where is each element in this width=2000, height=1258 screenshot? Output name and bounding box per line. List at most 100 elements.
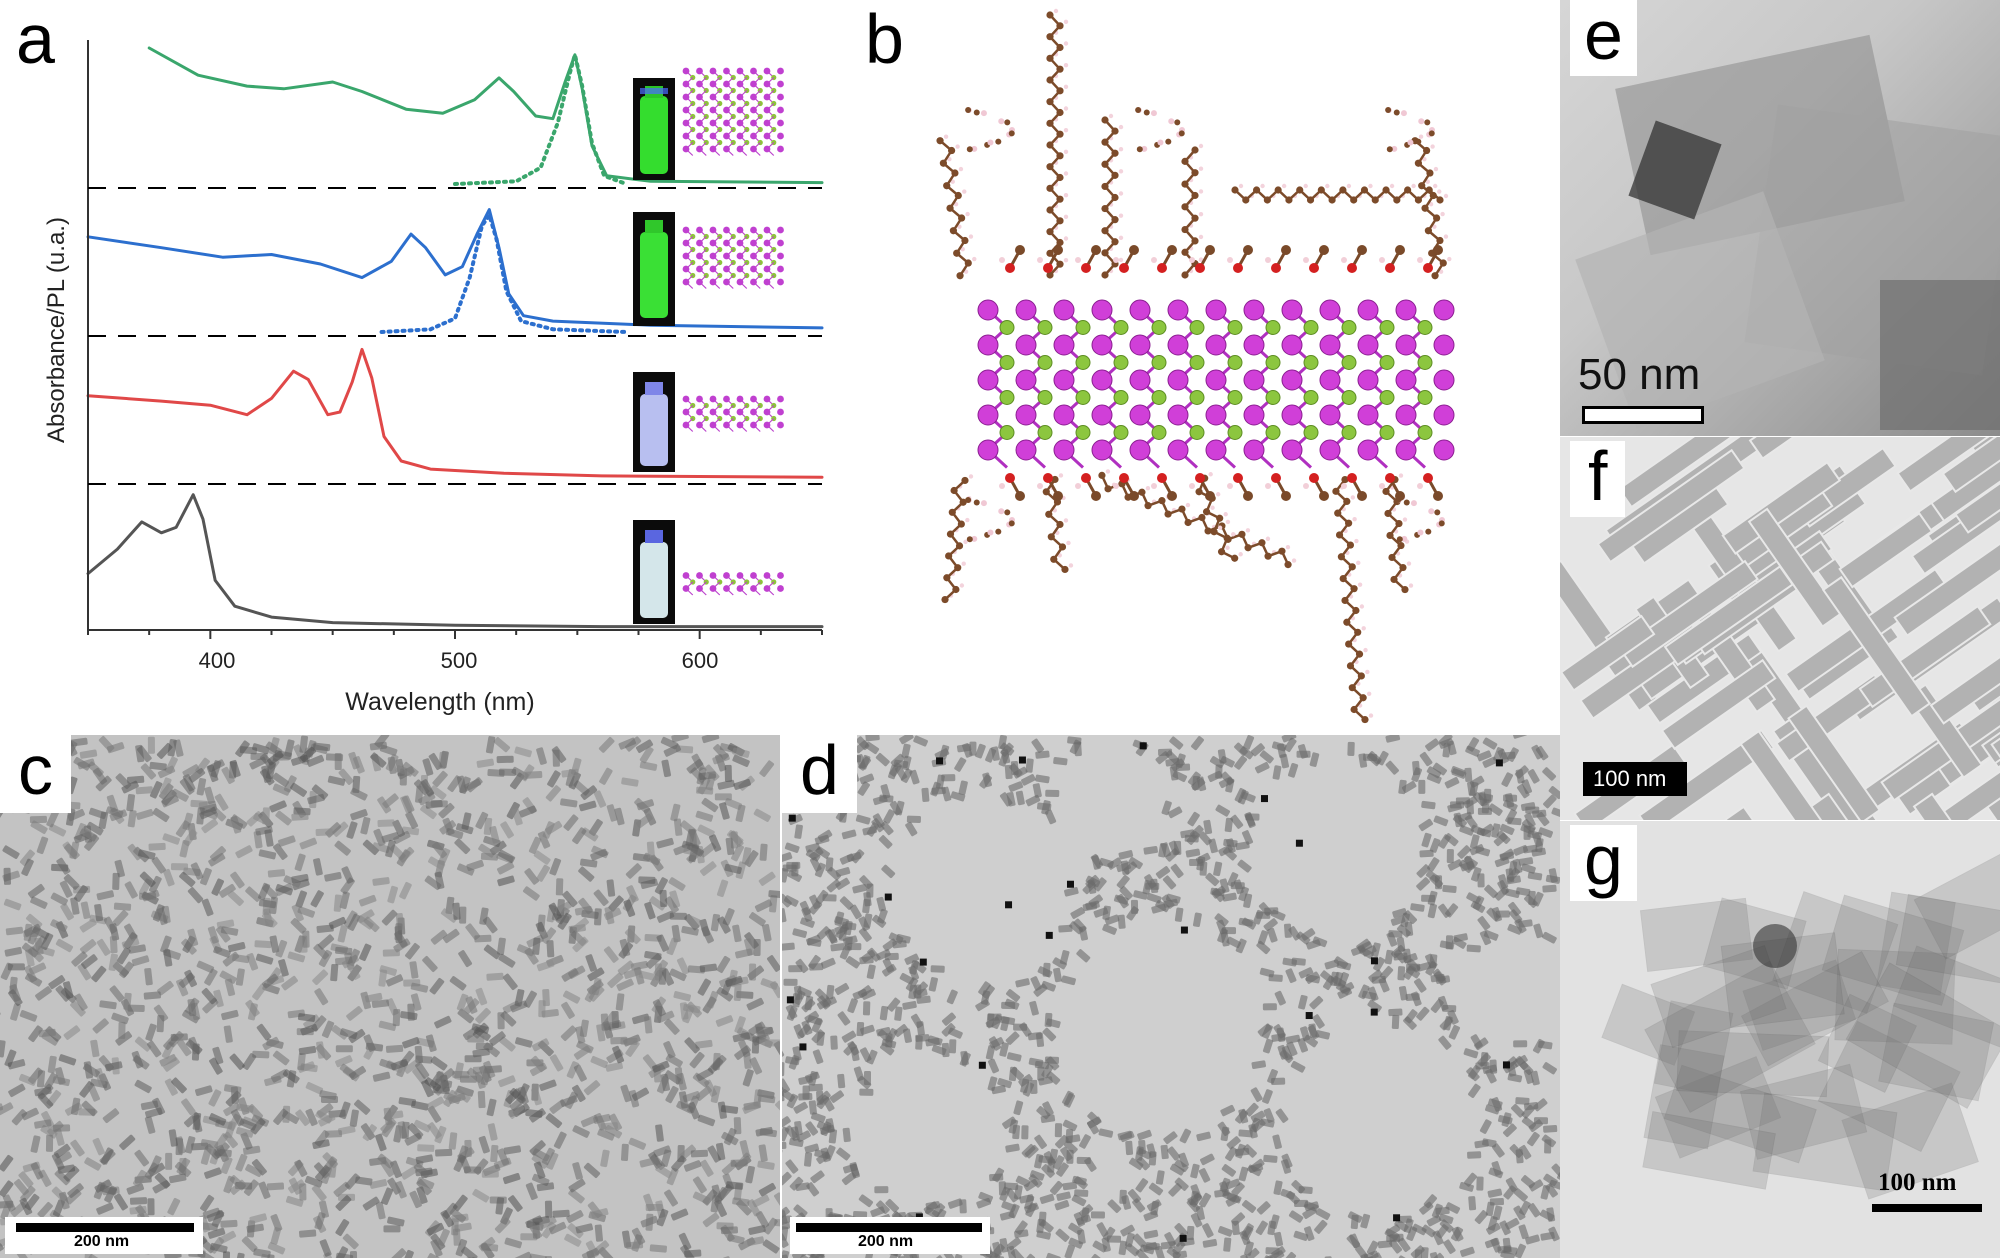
nanoplatelet	[452, 1194, 468, 1212]
nanoplatelet	[1029, 1000, 1039, 1016]
nanoplatelet	[1451, 1226, 1464, 1242]
nanoplatelet	[1254, 761, 1270, 774]
nanoplatelet	[1143, 845, 1158, 855]
sheet	[1742, 959, 1857, 1051]
nanoplatelet	[1191, 736, 1204, 751]
nanoplatelet	[349, 1065, 367, 1080]
nanoplatelet	[1225, 1178, 1241, 1190]
nanoplatelet	[405, 942, 420, 960]
nanoplatelet	[808, 900, 823, 915]
nanoplatelet	[695, 1039, 713, 1049]
nanoplatelet	[716, 987, 734, 1002]
lattice-inset-1	[682, 67, 784, 156]
nanoplatelet	[841, 829, 857, 840]
nanoplatelet	[425, 1034, 437, 1052]
nanoplatelet	[1125, 1232, 1135, 1248]
nanoplatelet	[223, 1102, 241, 1117]
nanoplatelet	[600, 1149, 610, 1168]
nanoplatelet	[375, 1201, 386, 1220]
nanoplatelet	[975, 743, 986, 759]
nanoplatelet	[87, 1253, 105, 1258]
nanoplatelet	[220, 926, 239, 936]
nanoplatelet	[631, 1087, 650, 1101]
nanoplatelet	[1190, 1163, 1200, 1179]
nanoplatelet	[536, 959, 555, 972]
dark-particle	[915, 1213, 923, 1221]
nanoplatelet	[498, 1075, 516, 1088]
nanoplatelet	[438, 751, 447, 770]
nanoplatelet	[623, 967, 642, 979]
nanoplatelet	[888, 764, 899, 780]
nanoplatelet	[63, 1025, 81, 1040]
nanoplatelet	[114, 859, 125, 878]
nanoplatelet	[1120, 1224, 1135, 1237]
nanoplatelet	[1442, 1004, 1457, 1013]
nanoplatelet	[689, 1051, 705, 1069]
nanoplatelet	[1519, 1144, 1532, 1160]
nanoplatelet	[1485, 1104, 1500, 1115]
nanoplatelet	[373, 828, 386, 847]
nanoplatelet	[449, 1207, 467, 1223]
nanoplatelet	[733, 778, 751, 790]
nanoplatelet	[876, 1026, 891, 1037]
nanoplatelet	[335, 946, 353, 955]
nanoplatelet	[1476, 1176, 1484, 1191]
nanoplatelet	[1277, 743, 1287, 758]
nanoplatelet	[314, 1212, 326, 1230]
nanoplatelet	[985, 1045, 996, 1060]
nanoplatelet	[1187, 1192, 1202, 1205]
nanoplatelet	[1525, 1234, 1540, 1245]
nanoplatelet	[135, 744, 145, 763]
nanoplatelet	[692, 1191, 711, 1205]
nanoplatelet	[1283, 923, 1292, 938]
nanoplatelet	[861, 988, 876, 1000]
nanoplatelet	[1551, 1163, 1560, 1178]
nanoplatelet	[713, 744, 729, 760]
nanoplatelet	[1512, 735, 1528, 739]
nanoplatelet	[624, 928, 641, 944]
nanoplatelet	[1518, 1224, 1529, 1240]
nanoplatelet	[46, 809, 59, 828]
nanoplatelet	[363, 916, 380, 933]
nanoplatelet	[638, 970, 657, 981]
nanoplatelet	[1250, 1087, 1263, 1102]
nanoplatelet	[668, 877, 686, 891]
nanoplatelet	[1061, 975, 1076, 986]
nanoplatelet	[620, 1084, 632, 1103]
nanoplatelet	[305, 1081, 324, 1095]
nanoplatelet	[424, 1077, 442, 1092]
nanoplatelet	[1748, 437, 1846, 460]
nanoplatelet	[59, 1191, 70, 1210]
dark-particle	[799, 1043, 807, 1051]
nanoplatelet	[1282, 957, 1297, 967]
nanoplatelet	[79, 939, 97, 954]
nanoplatelet	[380, 1118, 397, 1134]
nanoplatelet	[1527, 830, 1542, 840]
nanoplatelet	[232, 953, 250, 964]
nanoplatelet	[998, 735, 1007, 750]
nanoplatelet	[572, 1162, 583, 1180]
nanoplatelet	[902, 1000, 917, 1010]
nanoplatelet	[290, 782, 307, 797]
nanoplatelet	[948, 1027, 963, 1039]
sheet	[1739, 1063, 1868, 1160]
nanoplatelet	[223, 1025, 233, 1043]
nanoplatelet	[814, 862, 826, 878]
nanoplatelet	[568, 1178, 586, 1193]
nanoplatelet	[1476, 827, 1492, 838]
nanoplatelet	[409, 1190, 422, 1209]
nanoplatelet	[282, 1069, 300, 1084]
nanoplatelet	[1349, 1233, 1361, 1249]
nanoplatelet	[131, 1050, 144, 1069]
nanoplatelet	[515, 1037, 533, 1048]
dark-particle	[1180, 926, 1188, 934]
vial-blue	[633, 372, 675, 472]
nanoplatelet	[564, 1233, 582, 1247]
nanoplatelet	[1333, 956, 1349, 969]
nanoplatelet	[135, 809, 154, 820]
nanoplatelet	[1396, 937, 1406, 952]
nanoplatelet	[439, 820, 457, 835]
nanoplatelet	[50, 892, 68, 906]
nanoplatelet	[1172, 770, 1188, 782]
nanoplatelet	[671, 735, 689, 743]
